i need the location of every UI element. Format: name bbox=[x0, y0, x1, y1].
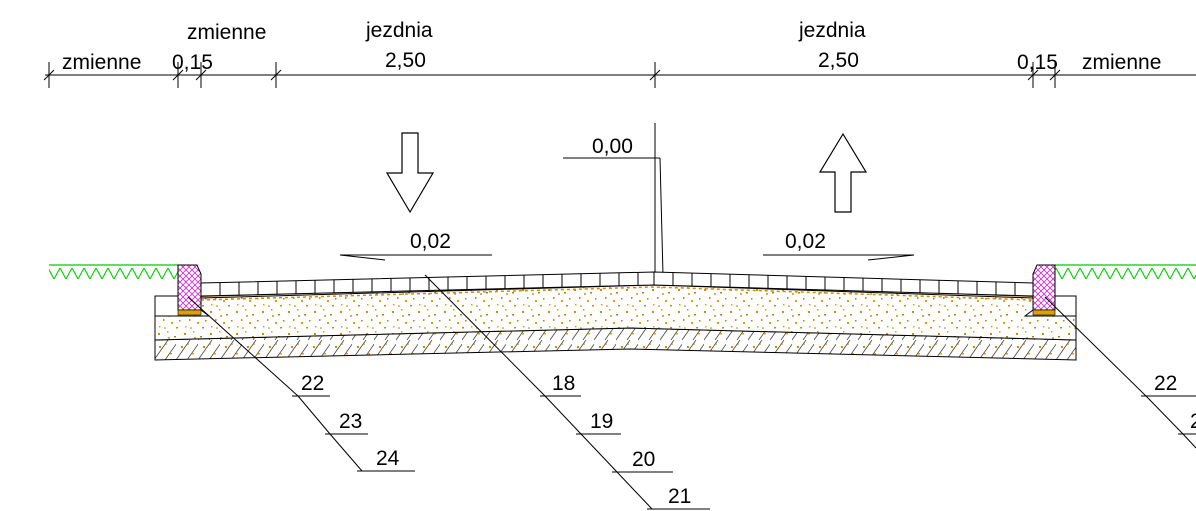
curb-left bbox=[177, 264, 202, 316]
callout-leaders bbox=[187, 274, 1196, 510]
pavement-structure bbox=[154, 281, 1077, 361]
callout-22-left: 22 bbox=[301, 372, 324, 395]
callout-23-left: 23 bbox=[339, 410, 362, 433]
callout-2-right: 2 bbox=[1190, 410, 1196, 433]
callout-18: 18 bbox=[552, 372, 575, 395]
slope-right-label: 0,02 bbox=[785, 230, 826, 253]
dim-right-lane-title: jezdnia bbox=[798, 19, 866, 42]
callout-20: 20 bbox=[632, 448, 655, 471]
curb-right bbox=[1032, 264, 1056, 316]
dim-left-lane-title: jezdnia bbox=[365, 19, 433, 42]
dim-right-lane-value: 2,50 bbox=[818, 49, 859, 72]
callout-19: 19 bbox=[590, 410, 613, 433]
crown-level-label: 0,00 bbox=[592, 135, 633, 158]
callout-21: 21 bbox=[668, 485, 691, 508]
slope-left-indicator: 0,02 bbox=[339, 230, 492, 261]
grass-left bbox=[49, 264, 178, 279]
slope-left-label: 0,02 bbox=[410, 230, 451, 253]
dim-right-outer: zmienne bbox=[1082, 51, 1161, 74]
dim-right-curb: 0,15 bbox=[1017, 51, 1058, 74]
callout-24-left: 24 bbox=[376, 447, 400, 470]
dim-left-lane-value: 2,50 bbox=[385, 49, 426, 72]
dimension-ticks bbox=[43, 62, 1061, 88]
dim-left-outer: zmienne bbox=[62, 51, 141, 74]
paving-blocks bbox=[200, 271, 1034, 297]
callout-22-right: 22 bbox=[1154, 372, 1177, 395]
dimension-chain: zmienne 0,15 zmienne jezdnia 2,50 jezdni… bbox=[43, 19, 1196, 88]
slope-right-indicator: 0,02 bbox=[763, 230, 915, 261]
crown-level-marker: 0,00 bbox=[563, 123, 664, 276]
arrow-down-icon bbox=[385, 132, 435, 214]
grass-right bbox=[1055, 264, 1196, 279]
callout-labels: 22 23 24 18 19 20 21 22 2 bbox=[301, 372, 1196, 508]
dim-left-curb: 0,15 bbox=[172, 51, 213, 74]
arrow-up-icon bbox=[818, 132, 868, 213]
dim-left-verge: zmienne bbox=[187, 21, 266, 44]
